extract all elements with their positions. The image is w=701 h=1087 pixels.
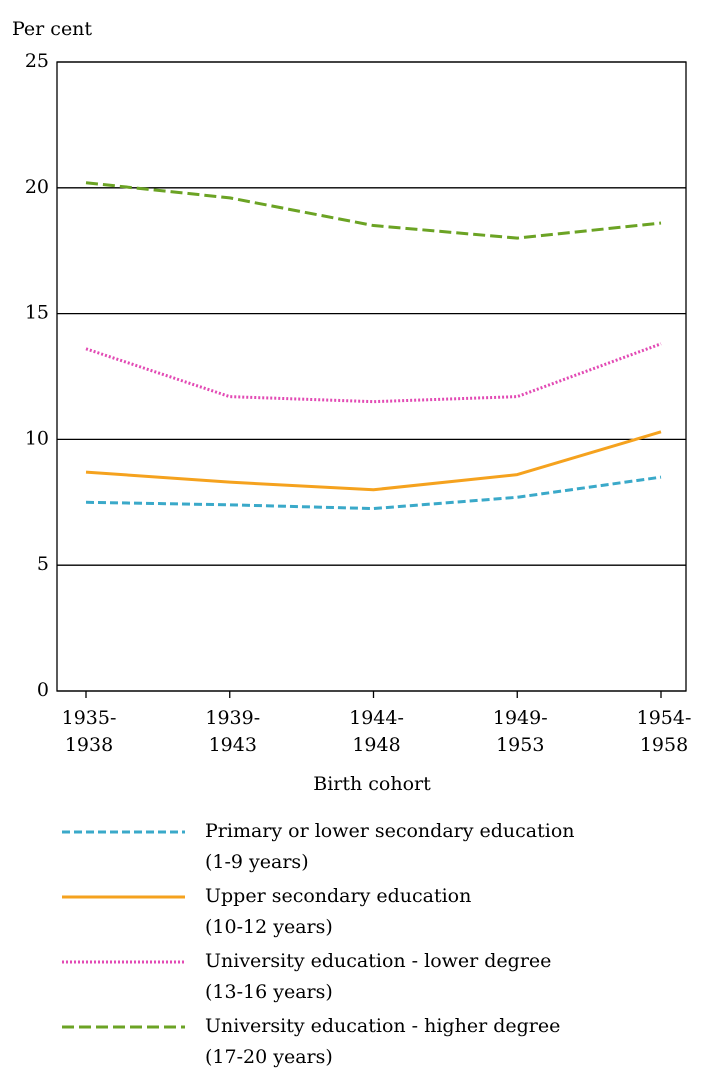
y-tick-label: 0	[37, 679, 49, 701]
legend-label: Primary or lower secondary education (1-9…	[205, 820, 575, 873]
x-tick-label: 1939-1943	[205, 707, 260, 756]
series-line	[85, 430, 662, 492]
series-line	[85, 342, 662, 404]
y-axis-label: Per cent	[12, 18, 92, 40]
y-tick-label: 5	[37, 553, 49, 575]
x-tick-label: 1944-1948	[349, 707, 404, 756]
legend-label: University education - lower degree (13-1…	[205, 950, 551, 1003]
series-line	[85, 181, 662, 240]
y-tick-label: 15	[25, 302, 49, 324]
y-tick-label: 10	[25, 427, 49, 449]
y-tick-label: 20	[25, 176, 49, 198]
x-axis-label: Birth cohort	[313, 773, 431, 795]
x-tick-label: 1949-1953	[493, 707, 548, 756]
x-tick-label: 1935-1938	[62, 707, 117, 756]
legend-label: University education - higher degree (17-…	[205, 1015, 560, 1068]
series-line	[85, 475, 662, 511]
x-tick-label: 1954-1958	[637, 707, 692, 756]
plot-frame	[56, 61, 687, 692]
y-tick-label: 25	[25, 50, 49, 72]
legend-label: Upper secondary education (10-12 years)	[205, 885, 471, 938]
